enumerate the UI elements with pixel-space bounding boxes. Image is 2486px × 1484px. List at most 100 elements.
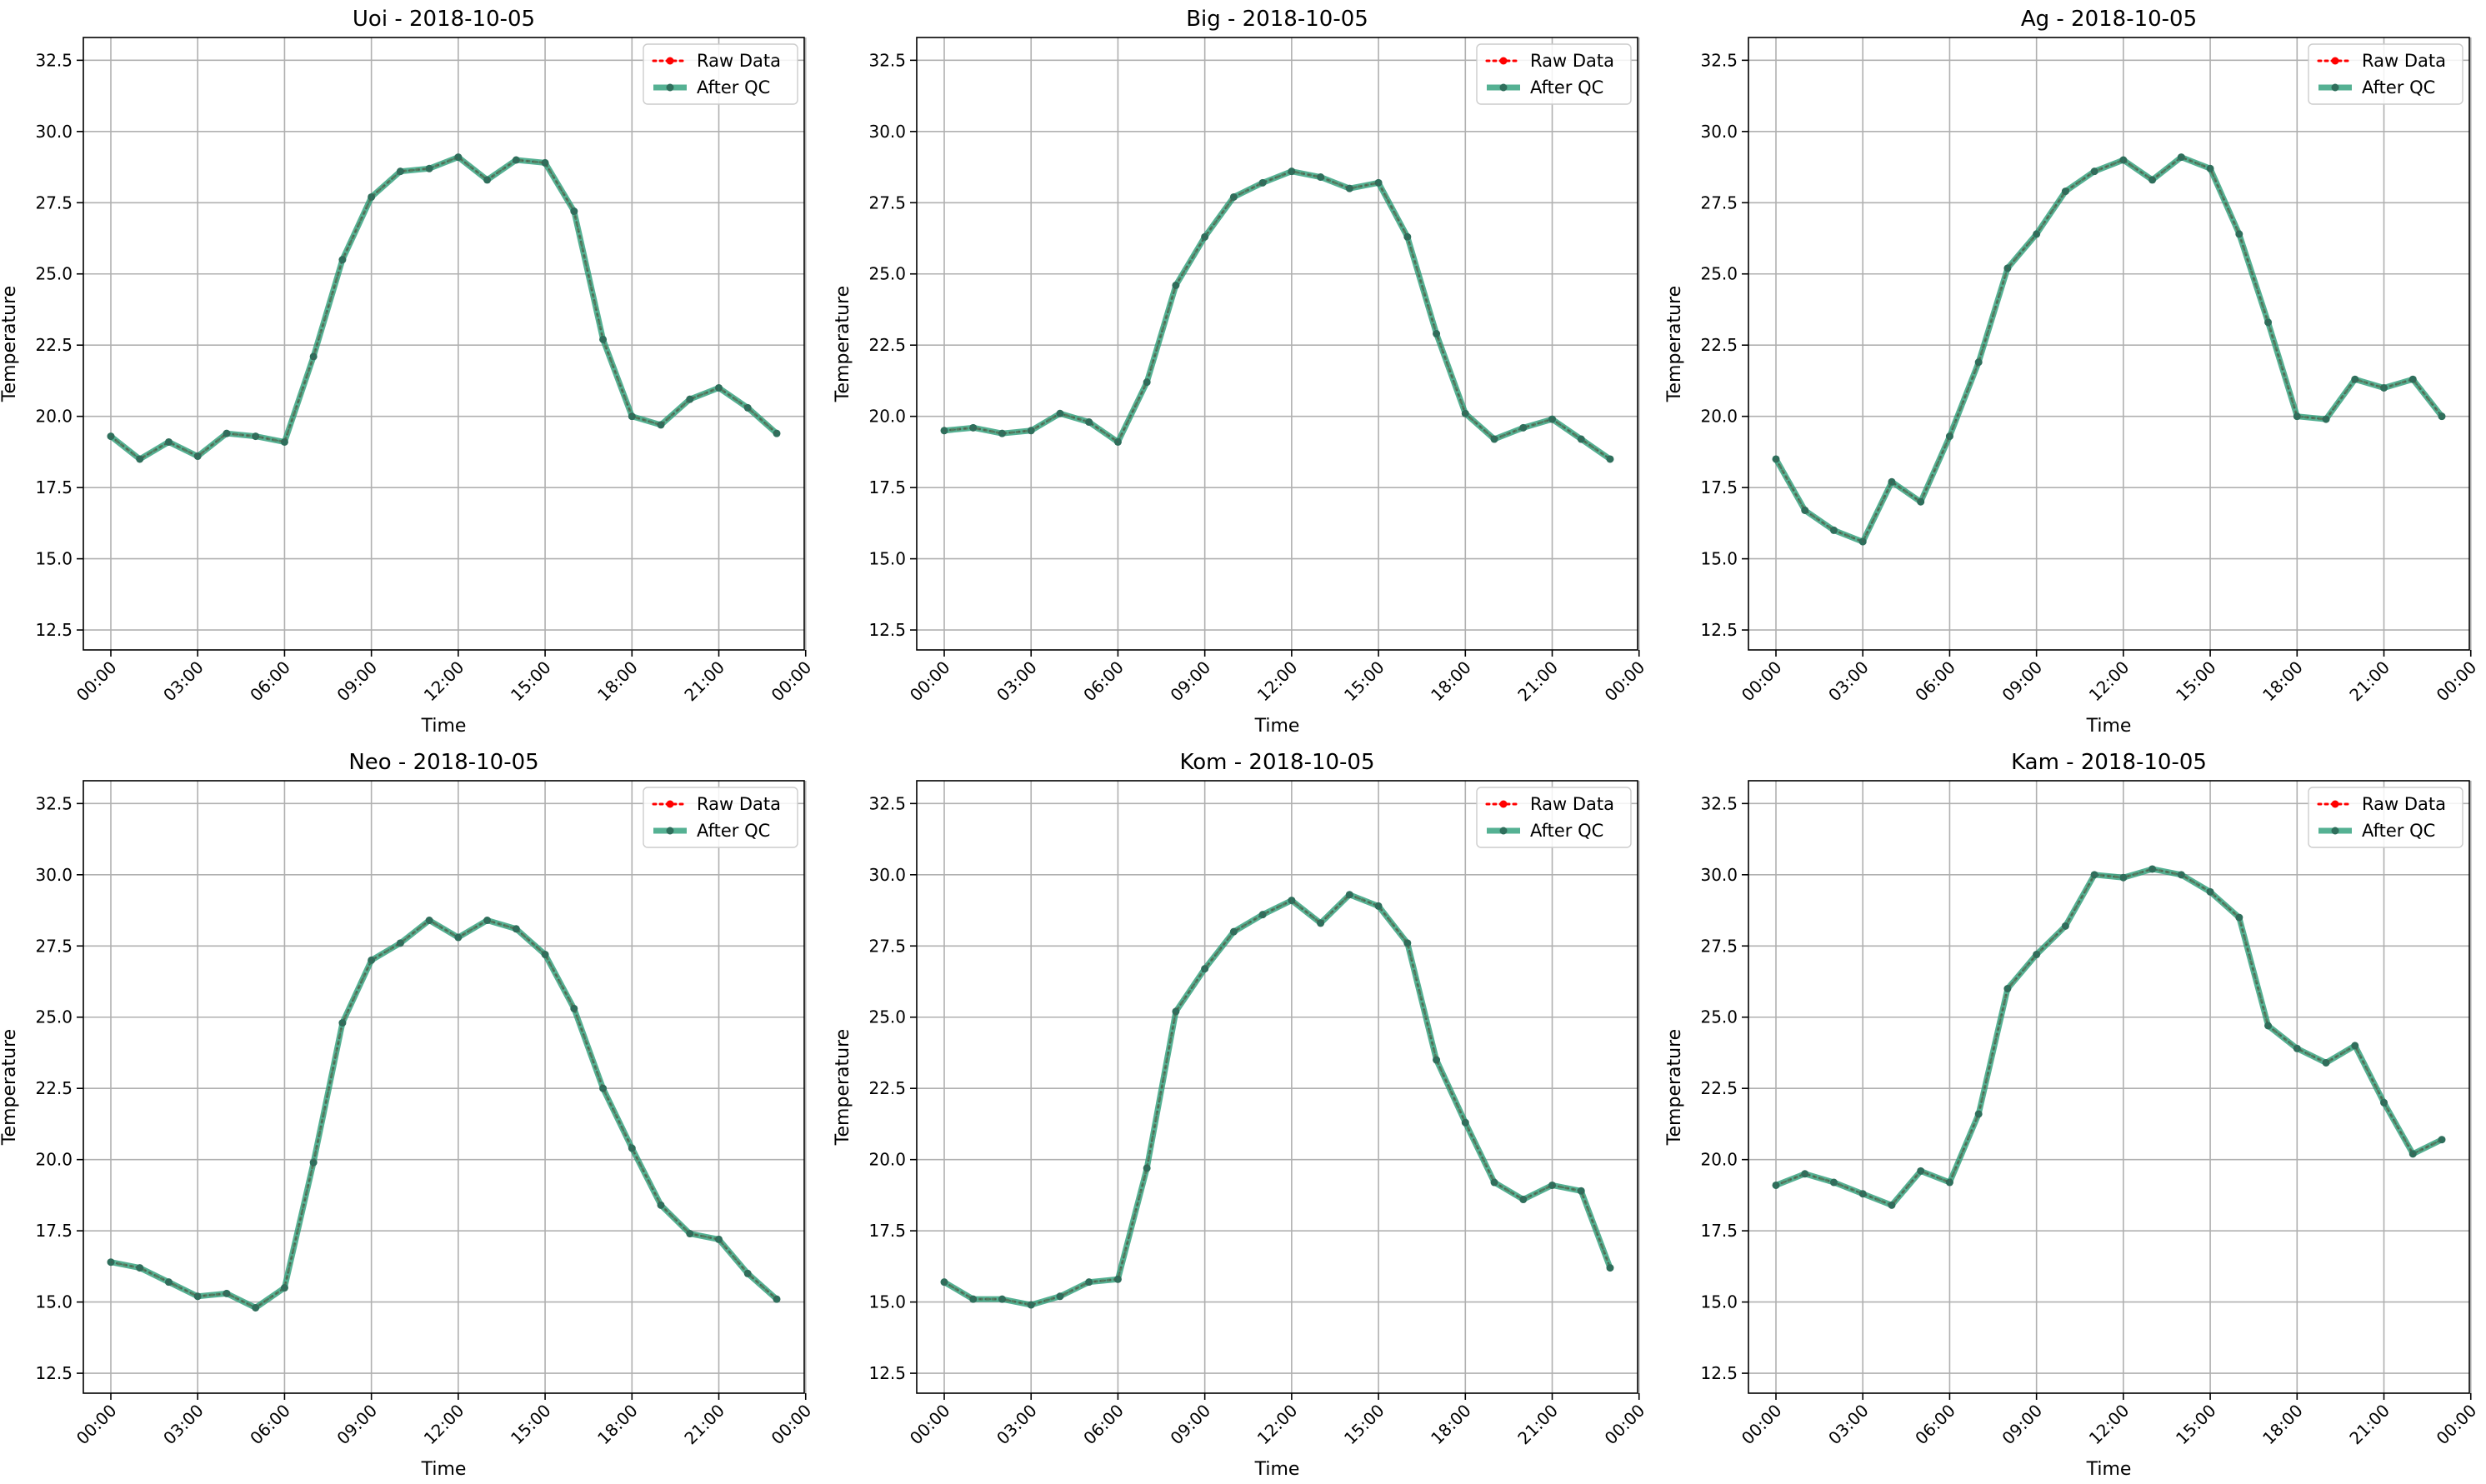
x-tick-label: 09:00 xyxy=(1998,657,2046,706)
subplot-4: Neo - 2018-10-05 12.5 15.0 17.5 20.0 22.5 25.0… xyxy=(0,750,815,1480)
y-tick-label: 30.0 xyxy=(868,122,906,142)
axes-frame xyxy=(83,780,805,1394)
y-tick-label: 30.0 xyxy=(1700,122,1738,142)
data-point xyxy=(223,1289,231,1297)
y-tick-label: 25.0 xyxy=(1700,264,1738,284)
y-tick-label: 27.5 xyxy=(35,192,73,212)
data-point xyxy=(2380,383,2388,392)
data-point xyxy=(309,352,318,361)
x-tick-label: 21:00 xyxy=(1513,1401,1562,1449)
y-axis-label: Temperature xyxy=(1664,286,1685,402)
x-tick-label: 00:00 xyxy=(1738,1401,1786,1449)
y-tick-label: 15.0 xyxy=(868,1292,906,1312)
axes-frame xyxy=(83,37,805,651)
data-point xyxy=(2322,415,2330,423)
x-tick-label: 21:00 xyxy=(2345,1401,2393,1449)
y-tick-label: 30.0 xyxy=(35,865,73,885)
x-tick-label: 09:00 xyxy=(1998,1401,2046,1449)
data-point xyxy=(686,1230,694,1238)
y-axis-label: Temperature xyxy=(0,1029,20,1146)
legend: Raw Data After QC xyxy=(2308,43,2463,105)
series-line-raw-data xyxy=(109,918,778,1310)
x-tick-label: 12:00 xyxy=(420,1401,468,1449)
y-tick-label: 15.0 xyxy=(35,549,73,569)
data-point xyxy=(2033,951,2041,959)
legend-label-raw-data: Raw Data xyxy=(1530,794,1614,814)
x-tick-label: 18:00 xyxy=(1427,657,1475,706)
series-line-raw-overlay xyxy=(1775,867,2443,1207)
legend-label-raw-data: Raw Data xyxy=(1530,51,1614,71)
data-point xyxy=(1577,1187,1585,1195)
y-tick-label: 15.0 xyxy=(1700,549,1738,569)
data-point xyxy=(1172,281,1180,289)
data-point xyxy=(164,1278,173,1287)
y-tick-label: 20.0 xyxy=(1700,1150,1738,1170)
data-point xyxy=(1288,897,1296,905)
y-tick-label: 30.0 xyxy=(35,122,73,142)
y-tick-label: 15.0 xyxy=(35,1292,73,1312)
data-point xyxy=(1027,1301,1035,1309)
data-point xyxy=(2322,1058,2330,1067)
y-tick-label: 17.5 xyxy=(35,1221,73,1241)
y-tick-label: 20.0 xyxy=(35,1150,73,1170)
x-tick-label: 21:00 xyxy=(2345,657,2393,706)
x-tick-label: 21:00 xyxy=(680,1401,728,1449)
data-point xyxy=(1317,173,1325,182)
subplot-title: Kam - 2018-10-05 xyxy=(2011,750,2207,775)
x-tick-label: 15:00 xyxy=(507,657,555,706)
legend-marker-raw-data xyxy=(666,57,674,65)
axes-frame xyxy=(1748,37,2470,651)
x-tick-label: 15:00 xyxy=(1340,1401,1388,1449)
x-tick-label: 15:00 xyxy=(2172,1401,2220,1449)
x-tick-label: 00:00 xyxy=(768,1401,816,1449)
legend-label-raw-data: Raw Data xyxy=(2362,51,2446,71)
data-point xyxy=(1288,167,1296,176)
y-tick-label: 25.0 xyxy=(868,264,906,284)
x-tick-label: 09:00 xyxy=(1166,657,1214,706)
data-point xyxy=(1945,1178,1953,1187)
x-axis-label: Time xyxy=(1254,1459,1300,1480)
data-point xyxy=(2061,922,2069,930)
data-point xyxy=(1085,1278,1093,1287)
y-tick-label: 20.0 xyxy=(35,407,73,427)
y-tick-label: 20.0 xyxy=(868,407,906,427)
x-tick-label: 12:00 xyxy=(420,657,468,706)
legend-marker-after-qc xyxy=(666,827,674,835)
y-tick-label: 20.0 xyxy=(1700,407,1738,427)
y-tick-label: 30.0 xyxy=(868,865,906,885)
y-tick-label: 17.5 xyxy=(868,1221,906,1241)
data-point xyxy=(1229,192,1238,201)
y-tick-label: 32.5 xyxy=(35,793,73,813)
x-tick-label: 18:00 xyxy=(1427,1401,1475,1449)
y-tick-label: 27.5 xyxy=(1700,192,1738,212)
legend-marker-raw-data xyxy=(1499,800,1508,808)
data-point xyxy=(1945,432,1953,441)
x-tick-label: 15:00 xyxy=(507,1401,555,1449)
data-point xyxy=(2003,985,2012,993)
y-axis-label: Temperature xyxy=(833,1029,853,1146)
legend: Raw Data After QC xyxy=(2308,787,2463,848)
axes-frame xyxy=(916,37,1638,651)
y-tick-label: 25.0 xyxy=(868,1007,906,1027)
data-point xyxy=(1461,1118,1469,1127)
y-tick-label: 30.0 xyxy=(1700,865,1738,885)
data-point xyxy=(2206,887,2214,896)
y-tick-label: 27.5 xyxy=(868,192,906,212)
data-point xyxy=(1258,178,1267,187)
legend-label-after-qc: After QC xyxy=(697,821,770,841)
y-tick-label: 22.5 xyxy=(868,335,906,355)
data-point xyxy=(396,167,404,176)
series-line-raw-data xyxy=(1774,155,2443,543)
x-tick-label: 00:00 xyxy=(1601,657,1649,706)
data-point xyxy=(1345,184,1353,192)
data-point xyxy=(998,429,1006,437)
data-point xyxy=(1403,232,1412,241)
x-tick-label: 06:00 xyxy=(1079,1401,1128,1449)
legend: Raw Data After QC xyxy=(643,787,798,848)
subplot-title: Neo - 2018-10-05 xyxy=(348,750,538,775)
data-point xyxy=(368,192,376,201)
x-tick-label: 06:00 xyxy=(1079,657,1128,706)
legend-marker-after-qc xyxy=(1499,827,1508,835)
y-tick-label: 17.5 xyxy=(868,477,906,497)
series-line-raw-data xyxy=(943,892,1612,1307)
